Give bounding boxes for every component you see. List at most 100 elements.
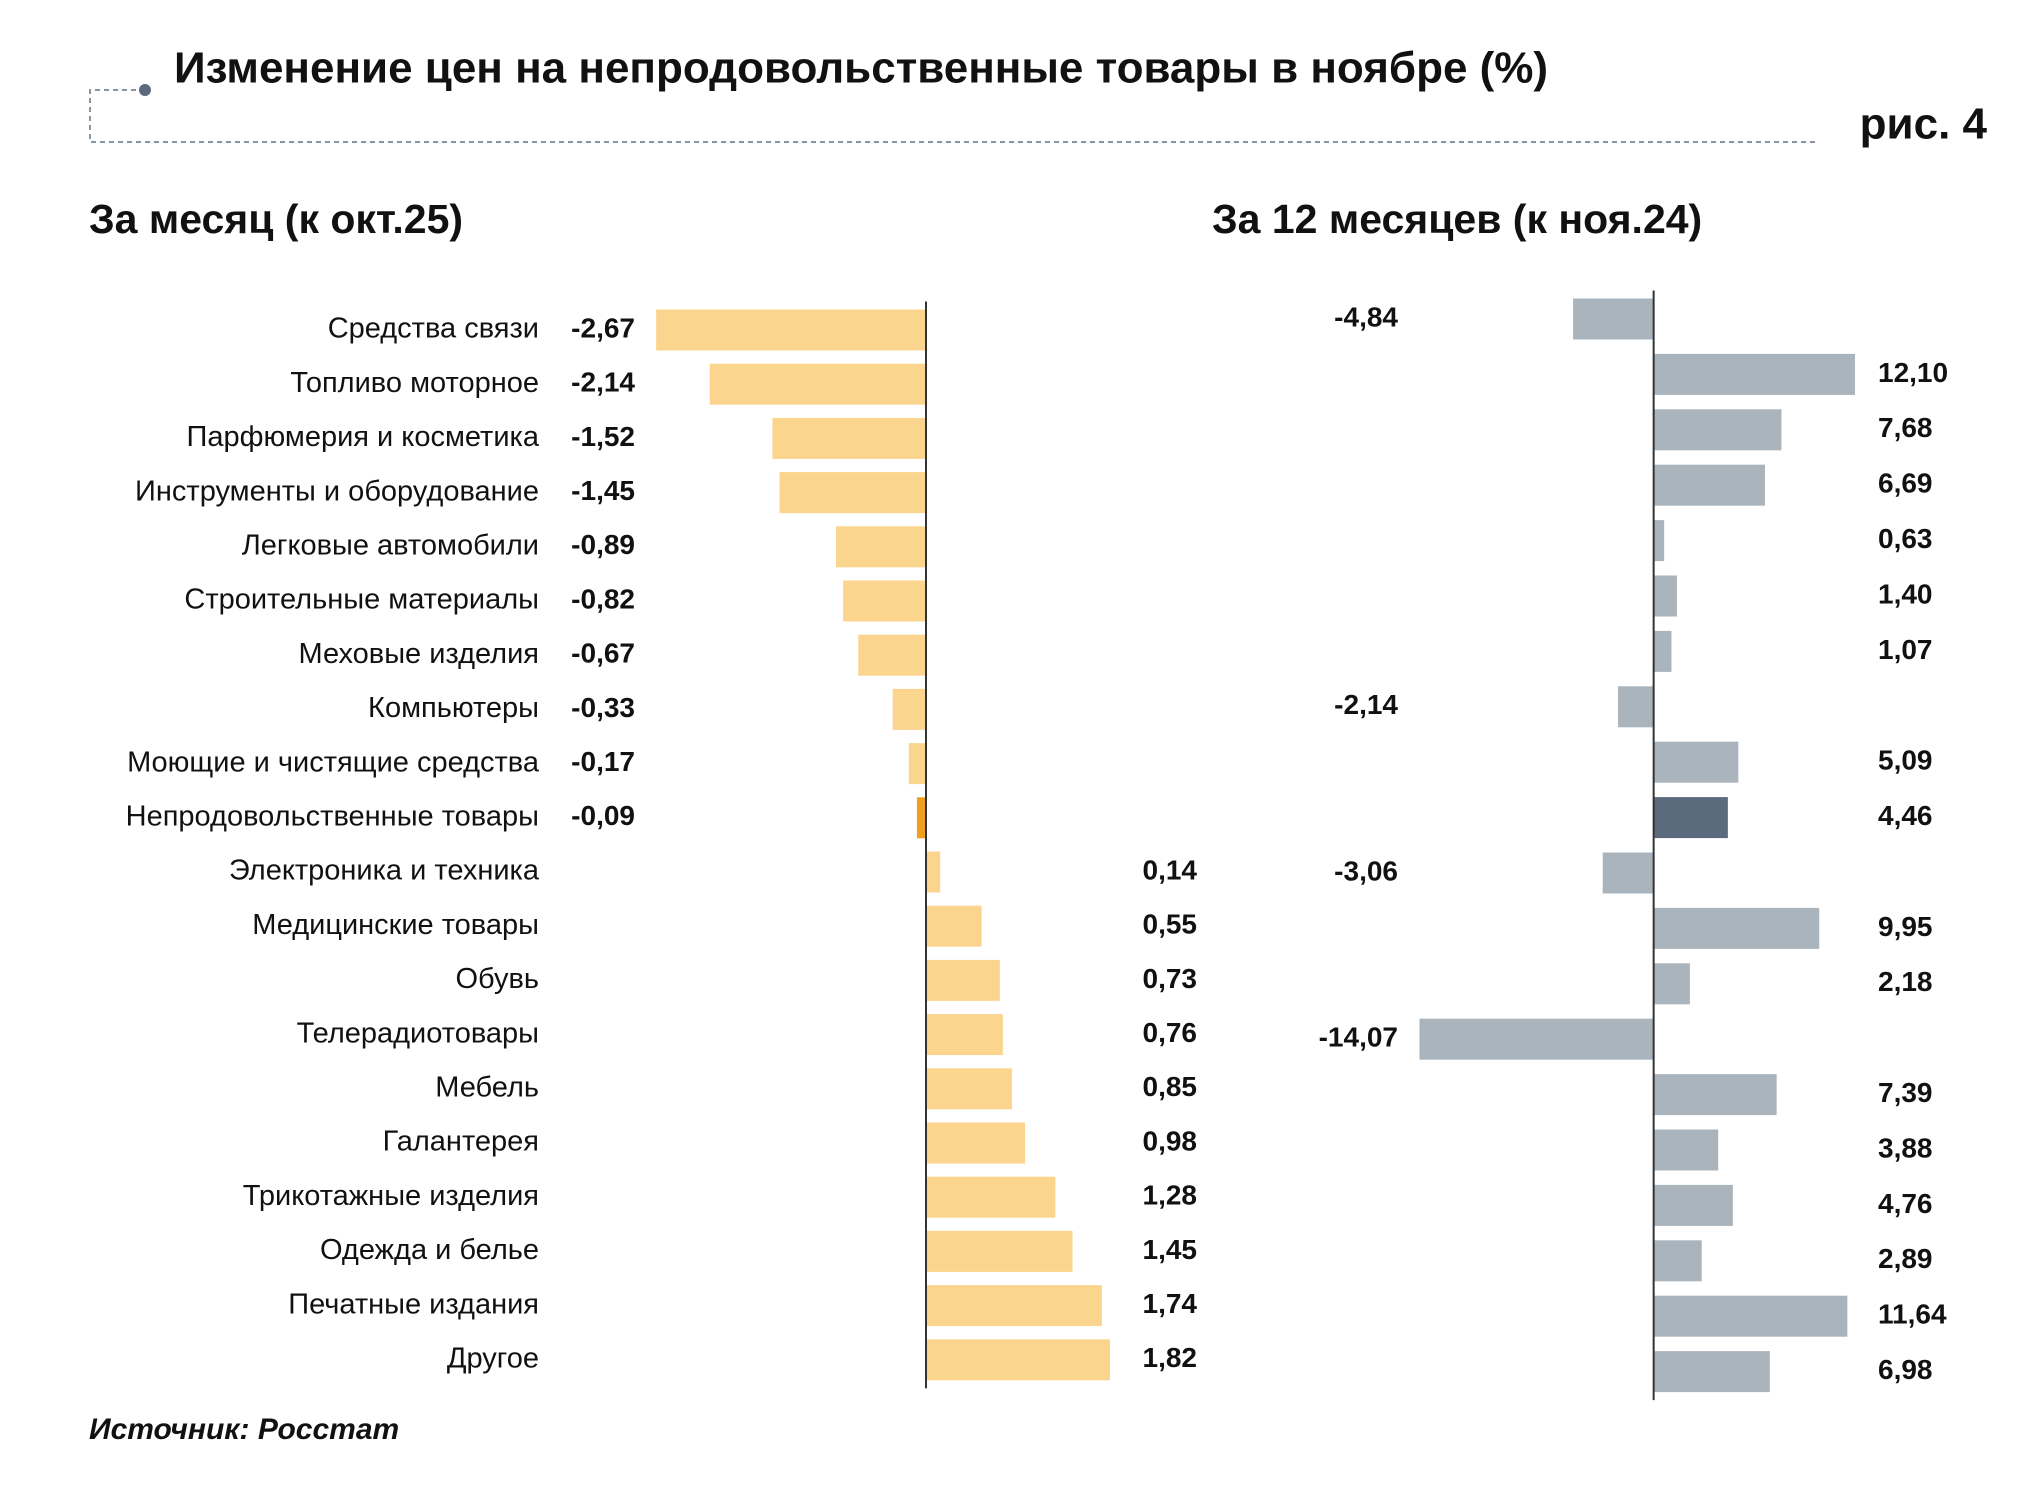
value-label: 1,82 [1143,1342,1198,1373]
category-label: Галантерея [383,1126,539,1158]
bar [656,309,926,351]
value-label: 2,89 [1878,1243,1933,1274]
bar [1653,353,1856,395]
bar [1653,741,1739,783]
value-label: 4,76 [1878,1188,1933,1219]
title-frame [89,89,1819,143]
value-label: -0,17 [571,746,635,777]
bar [1653,520,1665,562]
bar [843,580,926,622]
bar [1653,1240,1702,1282]
value-label: -1,45 [571,475,635,506]
value-label: -0,89 [571,529,635,560]
value-label: -0,09 [571,800,635,831]
bar [926,1339,1110,1381]
category-label: Легковые автомобили [242,529,539,561]
bar [926,1122,1026,1164]
category-label: Медицинские товары [252,909,539,941]
bar [1653,464,1765,506]
bar [926,1176,1056,1218]
bar [908,743,926,785]
bar [1653,1295,1848,1337]
value-label: 0,55 [1143,909,1198,940]
bar [926,959,1000,1001]
bar [1653,409,1782,451]
value-label: -0,82 [571,583,635,614]
value-label: 11,64 [1878,1299,1947,1330]
bar [1653,575,1677,617]
bar [926,1285,1102,1327]
value-label: -14,07 [1319,1022,1398,1053]
bar [916,797,926,839]
category-label: Мебель [435,1071,539,1103]
bar [1618,686,1654,728]
bar [1653,907,1820,949]
category-label: Строительные материалы [184,584,539,616]
category-label: Инструменты и оборудование [135,475,539,507]
value-label: 7,39 [1878,1077,1933,1108]
bar [772,417,926,459]
value-label: -1,52 [571,421,635,452]
category-label: Топливо моторное [290,367,539,399]
value-label: 6,98 [1878,1354,1933,1385]
bar [926,1014,1003,1056]
category-label: Средства связи [328,313,539,345]
value-label: 0,85 [1143,1071,1198,1102]
value-label: 0,63 [1878,523,1933,554]
value-label: -2,14 [1334,689,1398,720]
value-label: 1,40 [1878,578,1933,609]
chart-title: За 12 месяцев (к ноя.24) [1212,196,1702,242]
bar [1602,852,1654,894]
category-label: Меховые изделия [299,638,539,670]
category-label: Одежда и белье [320,1234,539,1266]
value-label: -0,33 [571,692,635,723]
value-label: -2,14 [571,367,635,398]
bar [836,526,926,568]
bar [926,851,941,893]
title-dot [139,84,151,96]
value-label: 5,09 [1878,745,1933,776]
bar [1653,1184,1733,1226]
bar [1653,630,1672,672]
category-label: Парфюмерия и косметика [187,421,540,453]
bar [1419,1018,1654,1060]
value-label: 2,18 [1878,966,1933,997]
bar [858,634,926,676]
bar [1653,1351,1770,1393]
value-label: 9,95 [1878,911,1933,942]
category-label: Компьютеры [368,692,539,724]
value-label: -4,84 [1334,301,1398,332]
value-label: 1,45 [1143,1234,1198,1265]
bar [892,688,926,730]
category-label: Электроника и техника [229,855,540,887]
value-label: 1,28 [1143,1180,1198,1211]
value-label: 0,14 [1143,854,1198,885]
value-label: 6,69 [1878,468,1933,499]
value-label: -2,67 [571,312,635,343]
value-label: 1,74 [1143,1288,1198,1319]
source: Источник: Росстат [89,1413,399,1446]
bar [1653,797,1728,839]
bar [1653,963,1690,1005]
value-label: -3,06 [1334,855,1398,886]
category-label: Другое [447,1342,539,1374]
value-label: 0,73 [1143,963,1198,994]
bar [709,363,926,405]
value-label: 1,07 [1878,634,1933,665]
category-label: Обувь [455,963,539,995]
bar [926,1068,1012,1110]
chart-title: За месяц (к окт.25) [89,196,463,242]
category-label: Непродовольственные товары [126,800,539,832]
bar [926,905,982,947]
category-label: Трикотажные изделия [243,1180,539,1212]
value-label: 0,76 [1143,1017,1198,1048]
category-label: Моющие и чистящие средства [127,746,540,778]
figure-label: рис. 4 [1860,100,1988,149]
category-label: Печатные издания [288,1288,539,1320]
value-label: 4,46 [1878,800,1933,831]
page-title: Изменение цен на непродовольственные тов… [174,44,1548,93]
value-label: 12,10 [1878,357,1948,388]
bar [779,472,926,514]
